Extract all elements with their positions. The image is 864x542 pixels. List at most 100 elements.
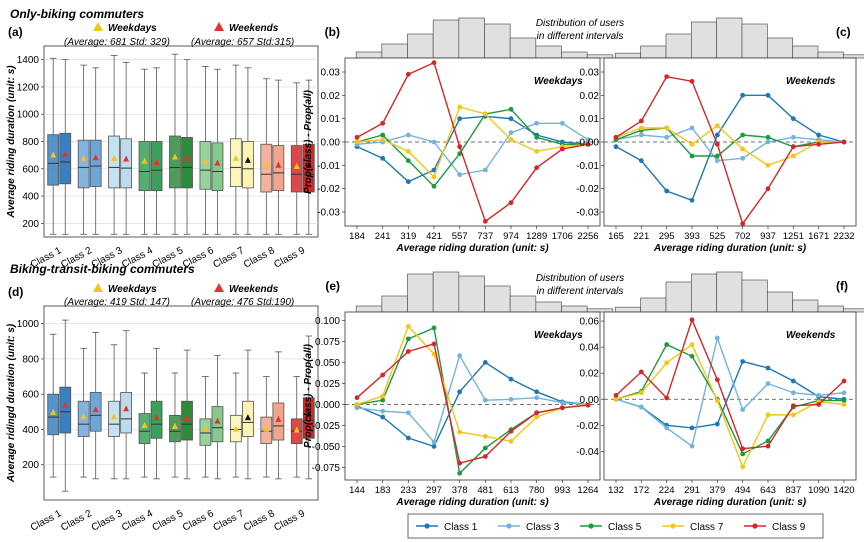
mean-marker xyxy=(50,408,57,415)
data-point xyxy=(841,139,847,145)
series-line xyxy=(356,115,589,183)
data-point xyxy=(508,137,514,143)
x-tick-label: 1251 xyxy=(783,231,804,242)
panel-label: (b) xyxy=(325,25,340,39)
data-point xyxy=(816,402,822,407)
y-tick-label: -0.03 xyxy=(317,208,340,219)
data-point xyxy=(405,132,411,138)
data-point xyxy=(559,146,565,152)
box-class-6-weekends xyxy=(211,354,224,480)
histogram-bar xyxy=(614,306,642,313)
box-class-8-weekends xyxy=(272,351,285,480)
data-point xyxy=(613,134,619,140)
data-point xyxy=(638,390,644,396)
data-point xyxy=(534,414,540,420)
section-title-bottom: Biking-transit-biking commuters xyxy=(10,262,195,276)
line-panel-b: -0.03 -0.02 -0.01 0.00 0.01 0.02 0.03 184 241 319… xyxy=(303,17,614,254)
series-line xyxy=(615,343,845,469)
box-class-8-weekdays xyxy=(260,78,273,235)
series-class-9 xyxy=(354,341,591,466)
data-point xyxy=(664,360,670,366)
data-point xyxy=(405,179,411,185)
series-line xyxy=(356,106,589,179)
data-point xyxy=(613,144,619,150)
box-class-4-weekdays xyxy=(138,68,151,235)
line-panel-f: -0.04 -0.02 0.00 0.02 0.04 0.06 132 172 224 291 37… xyxy=(576,271,864,508)
y-tick-label: 800 xyxy=(22,354,39,365)
iqr-box xyxy=(150,141,163,192)
data-point xyxy=(790,134,796,140)
x-axis-label: Average riding duration (unit: s) xyxy=(653,243,807,254)
iqr-box xyxy=(302,143,315,193)
y-tick-label: 0.01 xyxy=(321,114,341,125)
hist-title-bottom-line1: Distribution of users xyxy=(536,273,624,284)
hist-title-bottom-line2: in different intervals xyxy=(537,286,624,297)
data-point xyxy=(689,342,695,347)
data-point xyxy=(714,153,720,159)
data-point xyxy=(714,421,720,427)
data-point xyxy=(816,141,822,147)
x-tick-label: Class 3 xyxy=(90,508,125,534)
histogram xyxy=(355,17,614,59)
y-tick-label: 0.02 xyxy=(580,91,600,102)
data-point xyxy=(740,359,746,364)
x-tick-label: 780 xyxy=(529,485,545,496)
data-point xyxy=(664,425,670,431)
data-point xyxy=(638,132,644,138)
x-tick-label: 2232 xyxy=(833,231,854,242)
histogram-bar xyxy=(690,21,718,59)
panel-annotation: Weekends xyxy=(786,330,836,341)
data-point xyxy=(664,342,670,347)
histogram-bar xyxy=(432,19,460,59)
y-tick-label: 400 xyxy=(22,425,39,436)
data-point xyxy=(508,200,514,206)
mean-marker xyxy=(214,417,221,424)
box-class-2-weekends xyxy=(89,332,102,480)
legend-label: Class 9 xyxy=(772,522,806,533)
data-point xyxy=(841,402,847,407)
x-tick-label: 2256 xyxy=(577,231,598,242)
data-point xyxy=(457,470,463,476)
series-line xyxy=(356,108,588,188)
iqr-box xyxy=(47,134,60,186)
y-tick-label: 0.01 xyxy=(580,114,600,125)
series-line xyxy=(615,335,845,448)
histogram-bar xyxy=(561,305,588,313)
weekdays-label-bottom: Weekdays xyxy=(108,284,157,295)
data-point xyxy=(482,360,488,365)
mean-marker xyxy=(202,425,209,432)
data-point xyxy=(740,221,746,227)
panel-label: (d) xyxy=(8,285,23,299)
data-point xyxy=(664,395,670,401)
data-point xyxy=(508,116,514,122)
data-point xyxy=(534,148,540,154)
mean-marker xyxy=(80,413,87,420)
box-class-1-weekends xyxy=(59,59,72,235)
data-point xyxy=(380,132,386,138)
histogram-bar xyxy=(381,43,408,59)
x-tick-label: 233 xyxy=(400,485,416,496)
iqr-box xyxy=(199,141,212,190)
x-tick-label: 183 xyxy=(375,485,391,496)
mean-marker xyxy=(244,414,251,421)
plot-frame xyxy=(603,311,857,481)
iqr-box xyxy=(229,138,242,187)
data-point xyxy=(790,412,796,418)
box-class-5-weekdays xyxy=(169,53,181,235)
data-point xyxy=(664,134,670,140)
mean-marker xyxy=(275,415,282,422)
series-class-9 xyxy=(354,60,591,224)
y-tick-label: -0.04 xyxy=(576,447,599,458)
histogram xyxy=(614,271,864,313)
x-tick-label: Class 8 xyxy=(242,508,277,534)
y-tick-label: -0.01 xyxy=(317,161,340,172)
data-point xyxy=(841,378,847,384)
box-class-2-weekdays xyxy=(77,347,90,478)
section-title-top: Only-biking commuters xyxy=(10,7,144,21)
data-point xyxy=(638,369,644,375)
x-axis-label: Average riding duration (unit: s) xyxy=(653,497,807,508)
data-point xyxy=(765,438,771,444)
data-point xyxy=(765,162,771,168)
x-tick-label: 481 xyxy=(477,485,493,496)
